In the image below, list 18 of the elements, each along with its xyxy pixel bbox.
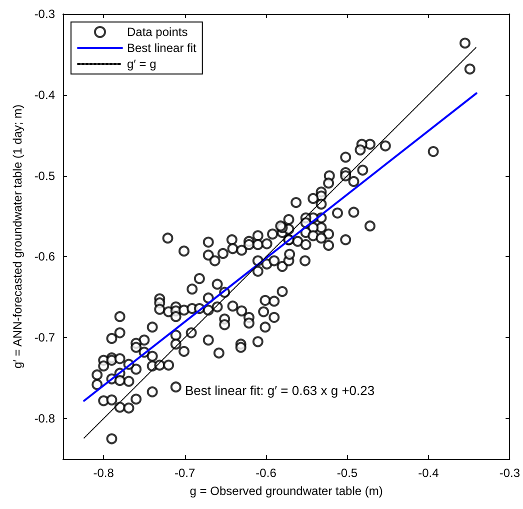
x-tick-label: -0.7: [174, 466, 196, 480]
y-axis-title: g′ = ANN-forecasted groundwater table (1 day; m): [10, 104, 24, 369]
x-tick-label: -0.6: [256, 466, 277, 480]
legend-label: Data points: [127, 25, 188, 39]
y-tick-label: -0.7: [34, 330, 56, 345]
y-tick-label: -0.8: [34, 412, 56, 426]
x-tick-label: -0.3: [499, 466, 520, 480]
y-tick-label: -0.6: [34, 250, 56, 264]
y-tick-label: -0.3: [34, 7, 56, 21]
x-axis-title: g = Observed groundwater table (m): [190, 484, 383, 498]
annotation: Best linear fit: g′ = 0.63 x g +0.23: [185, 383, 375, 398]
legend-label: Best linear fit: [127, 41, 198, 55]
y-tick-label: -0.4: [34, 88, 56, 102]
x-tick-label: -0.5: [336, 466, 358, 480]
y-tick-label: -0.5: [34, 168, 56, 183]
x-tick-label: -0.8: [93, 466, 114, 480]
x-tick-label: -0.4: [418, 466, 440, 480]
legend-label: g′ = g: [127, 57, 156, 71]
